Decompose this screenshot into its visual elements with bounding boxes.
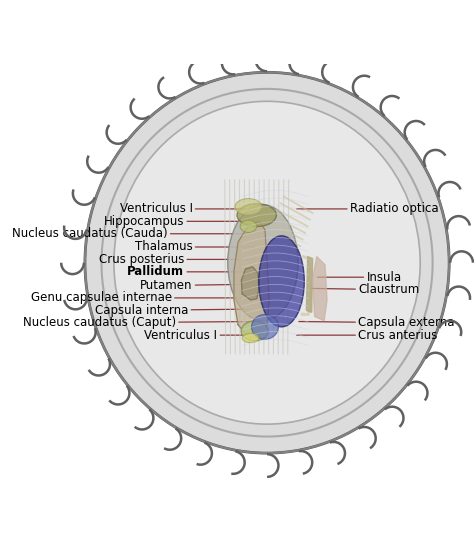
Text: Crus anterius: Crus anterius: [297, 328, 438, 341]
Ellipse shape: [228, 205, 298, 321]
Text: Hippocampus: Hippocampus: [104, 215, 246, 228]
Ellipse shape: [241, 321, 268, 341]
Text: Claustrum: Claustrum: [311, 283, 419, 296]
Text: Insula: Insula: [318, 270, 401, 283]
Ellipse shape: [114, 101, 420, 424]
Text: Thalamus: Thalamus: [135, 241, 254, 254]
Text: Radiatio optica: Radiatio optica: [297, 202, 438, 215]
Polygon shape: [241, 267, 259, 300]
Text: Ventriculus I: Ventriculus I: [145, 328, 258, 341]
Text: Putamen: Putamen: [140, 279, 254, 292]
Text: Capsula externa: Capsula externa: [299, 316, 455, 329]
Ellipse shape: [237, 204, 276, 227]
Polygon shape: [312, 256, 327, 321]
Text: Genu capsulae internae: Genu capsulae internae: [31, 292, 247, 305]
Text: Nucleus caudatus (Caput): Nucleus caudatus (Caput): [23, 316, 256, 329]
Text: Pallidum: Pallidum: [128, 266, 254, 279]
Ellipse shape: [242, 333, 259, 343]
Text: Crus posterius: Crus posterius: [99, 253, 256, 266]
Text: Nucleus caudatus (Cauda): Nucleus caudatus (Cauda): [12, 227, 247, 240]
Ellipse shape: [235, 198, 262, 215]
Text: Ventriculus I: Ventriculus I: [119, 202, 244, 215]
Ellipse shape: [259, 236, 304, 327]
Ellipse shape: [85, 72, 449, 453]
Ellipse shape: [252, 314, 278, 339]
Text: Capsula interna: Capsula interna: [95, 304, 252, 317]
Polygon shape: [306, 256, 312, 312]
Polygon shape: [234, 221, 269, 337]
Ellipse shape: [240, 220, 257, 233]
